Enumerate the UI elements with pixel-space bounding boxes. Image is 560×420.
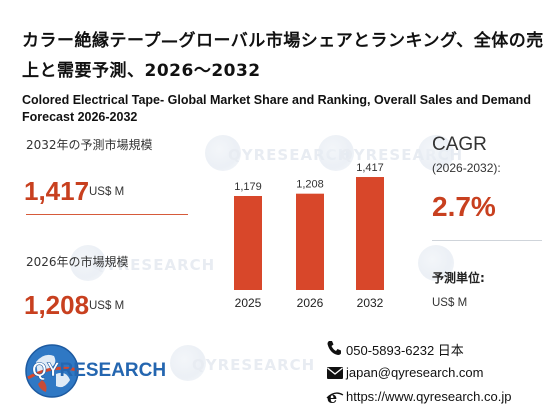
watermark-globe <box>418 245 454 281</box>
phone-icon <box>327 341 341 355</box>
watermark-text: QYRESEARCH <box>192 356 316 374</box>
contact-website[interactable]: https://www.qyresearch.co.jp <box>346 389 512 404</box>
x-tick-label: 2026 <box>297 296 324 310</box>
market-2032-label: 2032年の予測市場規模 <box>26 138 153 152</box>
forecast-unit-label: 予測単位: <box>432 271 485 285</box>
market-2032-value: 1,417 <box>24 176 90 206</box>
cagr-label: CAGR <box>432 134 487 155</box>
logo-text-research: RESEARCH <box>59 360 167 381</box>
watermark-globe <box>70 245 106 281</box>
x-tick-label: 2032 <box>357 296 384 310</box>
watermark-globe <box>205 135 241 171</box>
bar-2025 <box>234 195 262 290</box>
watermark-globe <box>170 345 206 381</box>
qyresearch-logo: QYRESEARCH <box>22 340 166 402</box>
watermark-text: QYRESEARCH <box>92 256 216 274</box>
contact-email[interactable]: japan@qyresearch.com <box>346 365 484 380</box>
cagr-value: 2.7% <box>432 191 496 222</box>
bar-2032 <box>356 177 384 290</box>
watermark-globe <box>318 135 354 171</box>
bar-value-label: 1,179 <box>234 181 262 193</box>
globe-icon <box>25 344 79 398</box>
x-tick-label: 2025 <box>235 296 262 310</box>
market-2026-value: 1,208 <box>24 290 90 320</box>
email-icon <box>327 367 343 379</box>
market-2026-unit: US$ M <box>89 300 125 312</box>
bar-value-label: 1,208 <box>296 179 324 191</box>
svg-text:e: e <box>327 389 337 405</box>
page-title-japanese: カラー絶縁テープ—グローバル市場シェアとランキング、全体の売上と需要予測、202… <box>22 31 544 81</box>
bar-2026 <box>296 193 324 290</box>
market-2026-label: 2026年の市場規模 <box>26 255 129 269</box>
logo-letter-q: Q <box>32 360 47 382</box>
internet-explorer-icon: e <box>326 389 344 405</box>
watermark-globe <box>418 135 454 171</box>
forecast-unit-value: US$ M <box>432 297 468 309</box>
market-2032-unit: US$ M <box>89 186 125 198</box>
bar-value-label: 1,417 <box>356 162 384 174</box>
cagr-period: (2026-2032): <box>432 161 501 175</box>
contact-phone: 050-5893-6232 日本 <box>346 343 464 358</box>
logo-letter-y: Y <box>46 360 60 382</box>
divider-line <box>432 240 542 241</box>
page-title-english: Colored Electrical Tape- Global Market S… <box>22 93 531 124</box>
divider-line <box>26 214 188 215</box>
